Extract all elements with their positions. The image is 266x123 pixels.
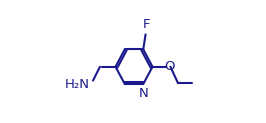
- Text: H₂N: H₂N: [65, 78, 90, 91]
- Text: F: F: [143, 18, 151, 31]
- Text: N: N: [139, 87, 149, 100]
- Text: O: O: [164, 60, 174, 73]
